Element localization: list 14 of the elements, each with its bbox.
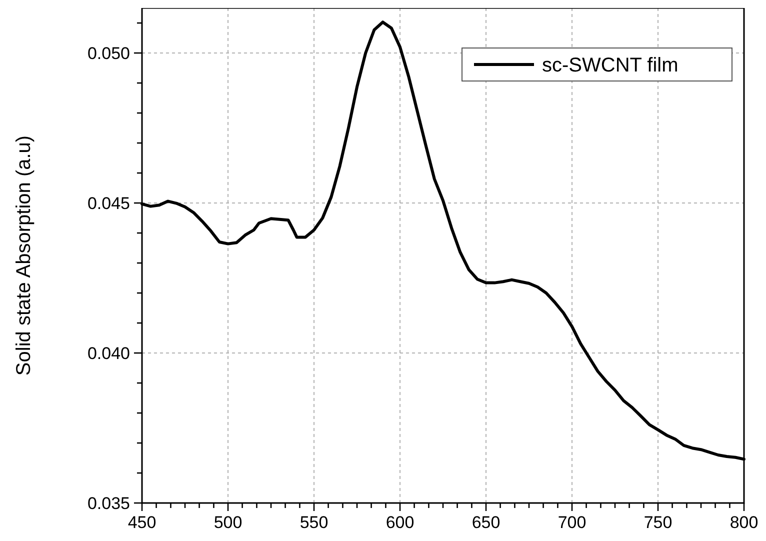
- x-tick-label: 800: [730, 513, 758, 532]
- x-tick-label: 650: [472, 513, 500, 532]
- x-tick-label: 550: [300, 513, 328, 532]
- x-tick-label: 750: [644, 513, 672, 532]
- y-tick-label: 0.045: [87, 194, 130, 213]
- y-axis-title: Solid state Absorption (a.u): [13, 135, 35, 376]
- x-tick-label: 700: [558, 513, 586, 532]
- y-tick-label: 0.040: [87, 344, 130, 363]
- x-tick-label: 500: [214, 513, 242, 532]
- y-tick-label: 0.050: [87, 44, 130, 63]
- x-tick-label: 600: [386, 513, 414, 532]
- y-tick-label: 0.035: [87, 494, 130, 513]
- legend-label: sc-SWCNT film: [542, 54, 678, 76]
- x-tick-label: 450: [128, 513, 156, 532]
